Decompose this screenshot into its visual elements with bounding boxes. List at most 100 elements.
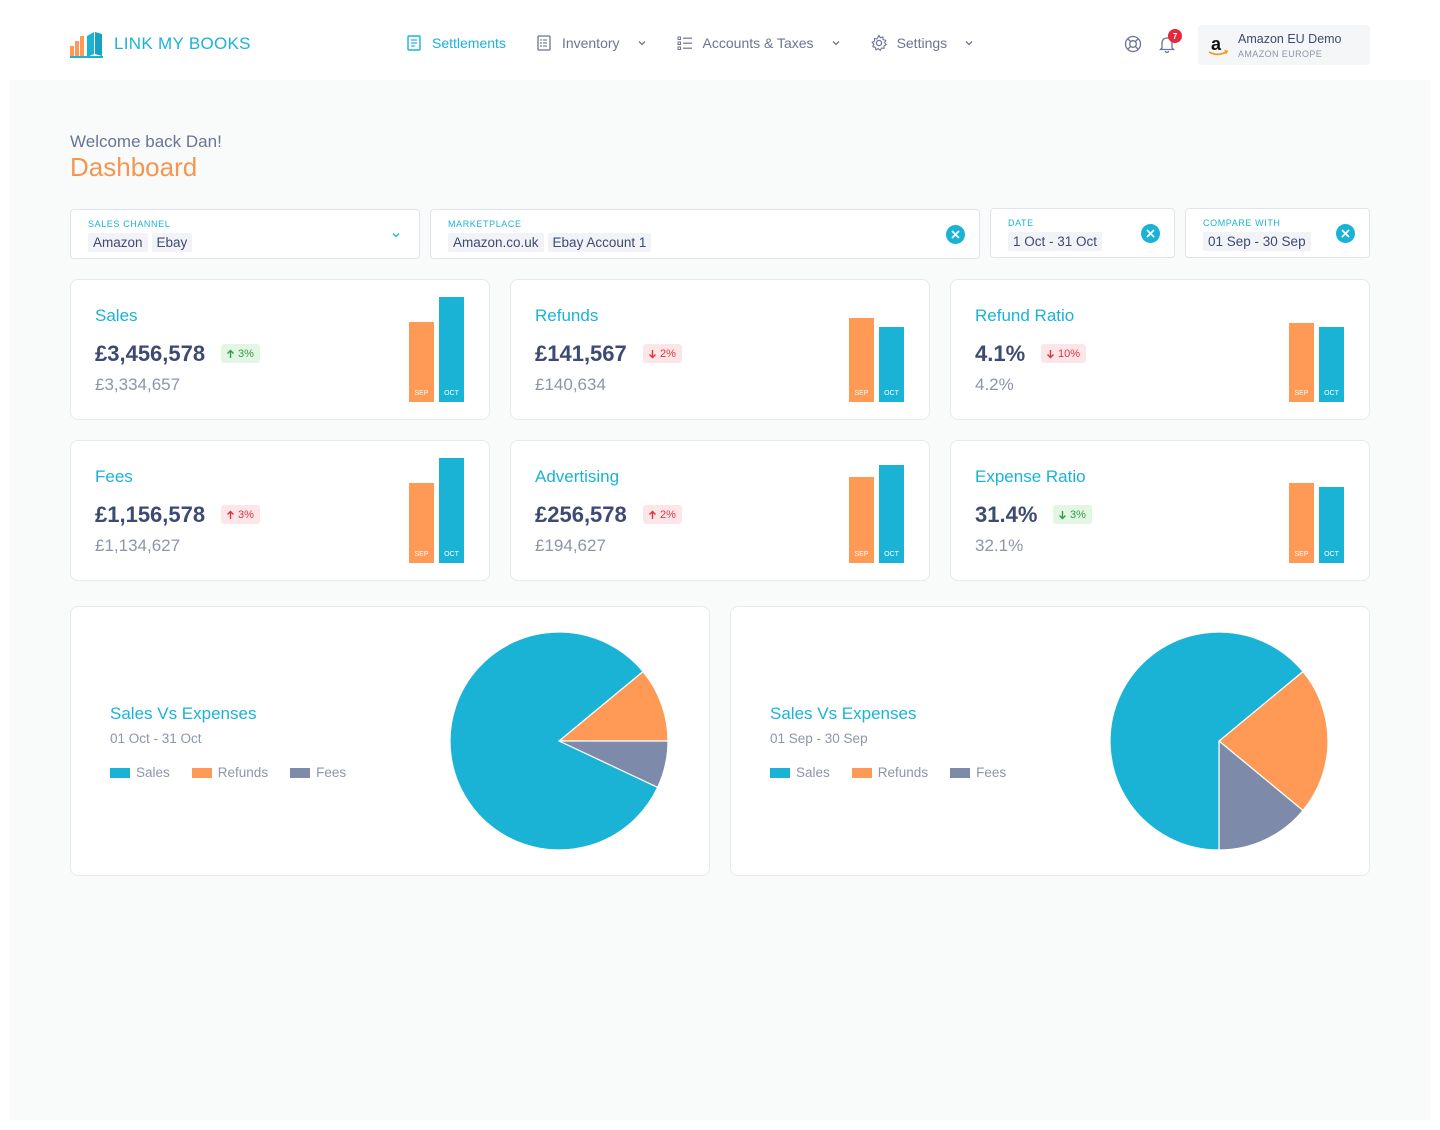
legend-item-fees[interactable]: Fees <box>950 765 1006 780</box>
pie-chart-current[interactable] <box>449 631 669 851</box>
legend-label: Fees <box>976 765 1007 780</box>
filter-label: DATE <box>1008 218 1034 228</box>
kpi-value: £141,567 <box>535 341 627 366</box>
legend-item-refunds[interactable]: Refunds <box>851 765 929 780</box>
legend-item-sales[interactable]: Sales <box>770 765 830 780</box>
legend-item-sales[interactable]: Sales <box>110 765 170 780</box>
chevron-down-icon <box>637 38 647 48</box>
filter-tags: 1 Oct - 31 Oct <box>1008 232 1103 251</box>
notification-count-badge: 7 <box>1168 29 1182 43</box>
fees-swatch <box>950 767 971 778</box>
bar-label: SEP <box>854 390 869 397</box>
kpi-card-fees[interactable]: Fees £1,156,578 £1,134,627 3% SEP OCT <box>70 440 490 581</box>
document-icon <box>405 34 423 52</box>
legend-item-fees[interactable]: Fees <box>290 765 346 780</box>
arrow-down-icon <box>649 349 656 358</box>
filter-label: COMPARE WITH <box>1203 218 1281 228</box>
account-name: Amazon EU Demo <box>1238 31 1342 46</box>
arrow-up-icon <box>227 349 234 358</box>
kpi-card-refunds[interactable]: Refunds £141,567 £140,634 2% SEP OCT <box>510 279 930 420</box>
nav-settings[interactable]: Settings <box>870 34 975 52</box>
kpi-previous-value: £140,634 <box>535 375 606 394</box>
kpi-title: Fees <box>95 467 133 486</box>
legend-label: Fees <box>316 765 347 780</box>
date-range-value[interactable]: 1 Oct - 31 Oct <box>1008 232 1103 251</box>
pie-slice-sales[interactable] <box>1109 631 1304 851</box>
kpi-card-refund-ratio[interactable]: Refund Ratio 4.1% 4.2% 10% SEP OCT <box>950 279 1370 420</box>
bar-label: OCT <box>1324 390 1339 397</box>
account-switcher[interactable]: a Amazon EU Demo AMAZON EUROPE <box>1198 25 1370 65</box>
comparison-bar-chart: SEP OCT <box>409 296 465 402</box>
nav-label: Accounts & Taxes <box>702 35 814 51</box>
brand-logo[interactable]: LINK MY BOOKS <box>70 30 251 58</box>
change-value: 3% <box>238 347 254 360</box>
account-region: AMAZON EUROPE <box>1238 48 1323 59</box>
header-actions: 7 <box>1123 29 1182 54</box>
comparison-bar-chart: SEP OCT <box>1289 296 1345 402</box>
clear-date-button[interactable] <box>1141 224 1160 243</box>
chevron-down-icon[interactable] <box>391 230 401 240</box>
arrow-up-icon <box>649 510 656 519</box>
oct-bar: OCT <box>439 297 464 402</box>
change-badge: 3% <box>221 344 260 363</box>
compare-range-value[interactable]: 01 Sep - 30 Sep <box>1203 232 1311 251</box>
comparison-bar-chart: SEP OCT <box>849 296 905 402</box>
clear-compare-button[interactable] <box>1336 224 1355 243</box>
bar-label: OCT <box>884 551 899 558</box>
sales-vs-expenses-current-card: Sales Vs Expenses 01 Oct - 31 Oct Sales … <box>70 606 710 876</box>
nav-label: Settings <box>896 35 948 51</box>
compare-with-filter[interactable]: COMPARE WITH 01 Sep - 30 Sep <box>1185 208 1370 258</box>
kpi-card-expense-ratio[interactable]: Expense Ratio 31.4% 32.1% 3% SEP OCT <box>950 440 1370 581</box>
legend-label: Refunds <box>877 765 929 780</box>
pie-slice-fees[interactable] <box>1218 739 1304 851</box>
filter-label: MARKETPLACE <box>448 219 522 229</box>
pie-slice-refunds[interactable] <box>557 670 669 742</box>
change-value: 10% <box>1058 347 1081 360</box>
brand-name: LINK MY BOOKS <box>114 34 251 53</box>
filter-tag[interactable]: Ebay <box>151 233 193 252</box>
bar-label: SEP <box>414 390 429 397</box>
change-badge: 2% <box>643 344 682 363</box>
change-value: 3% <box>238 508 254 521</box>
welcome-message: Welcome back Dan! <box>70 132 222 151</box>
marketplace-filter[interactable]: MARKETPLACE Amazon.co.uk Ebay Account 1 <box>430 209 980 259</box>
change-value: 2% <box>660 508 676 521</box>
kpi-card-sales[interactable]: Sales £3,456,578 £3,334,657 3% SEP OCT <box>70 279 490 420</box>
sales-swatch <box>110 767 130 778</box>
legend-label: Sales <box>796 765 830 780</box>
change-value: 2% <box>660 347 676 360</box>
nav-settlements[interactable]: Settlements <box>405 34 506 52</box>
bar-label: OCT <box>884 390 899 397</box>
filter-tag[interactable]: Amazon.co.uk <box>448 233 544 252</box>
arrow-down-icon <box>1047 349 1054 358</box>
account-info: Amazon EU Demo AMAZON EUROPE <box>1238 32 1342 59</box>
chevron-down-icon <box>831 38 841 48</box>
kpi-title: Expense Ratio <box>975 467 1086 486</box>
change-value: 3% <box>1070 508 1086 521</box>
legend-item-refunds[interactable]: Refunds <box>191 765 269 780</box>
nav-inventory[interactable]: Inventory <box>535 34 647 52</box>
page-title: Dashboard <box>70 152 198 182</box>
kpi-value: 31.4% <box>975 502 1038 527</box>
change-badge: 3% <box>1053 505 1092 524</box>
pie-slice-sales[interactable] <box>449 631 659 851</box>
refunds-swatch <box>191 767 212 778</box>
kpi-card-advertising[interactable]: Advertising £256,578 £194,627 2% SEP OCT <box>510 440 930 581</box>
bar-label: SEP <box>1294 551 1309 558</box>
list-box-icon <box>535 34 553 52</box>
sales-channel-filter[interactable]: SALES CHANNEL Amazon Ebay <box>70 209 420 259</box>
pie-chart-previous[interactable] <box>1109 631 1329 851</box>
filter-tag[interactable]: Ebay Account 1 <box>547 233 652 252</box>
filter-tag[interactable]: Amazon <box>88 233 148 252</box>
notification-bell-icon[interactable]: 7 <box>1157 29 1182 54</box>
nav-accounts-taxes[interactable]: Accounts & Taxes <box>676 34 841 52</box>
pie-slice-refunds[interactable] <box>1218 670 1329 812</box>
date-filter[interactable]: DATE 1 Oct - 31 Oct <box>990 208 1175 258</box>
clear-marketplace-button[interactable] <box>946 225 965 244</box>
legend-label: Refunds <box>217 765 269 780</box>
comparison-bar-chart: SEP OCT <box>409 457 465 563</box>
help-lifebuoy-icon[interactable] <box>1123 34 1143 54</box>
kpi-previous-value: £3,334,657 <box>95 375 181 394</box>
kpi-previous-value: £194,627 <box>535 536 606 555</box>
kpi-previous-value: £1,134,627 <box>95 536 181 555</box>
